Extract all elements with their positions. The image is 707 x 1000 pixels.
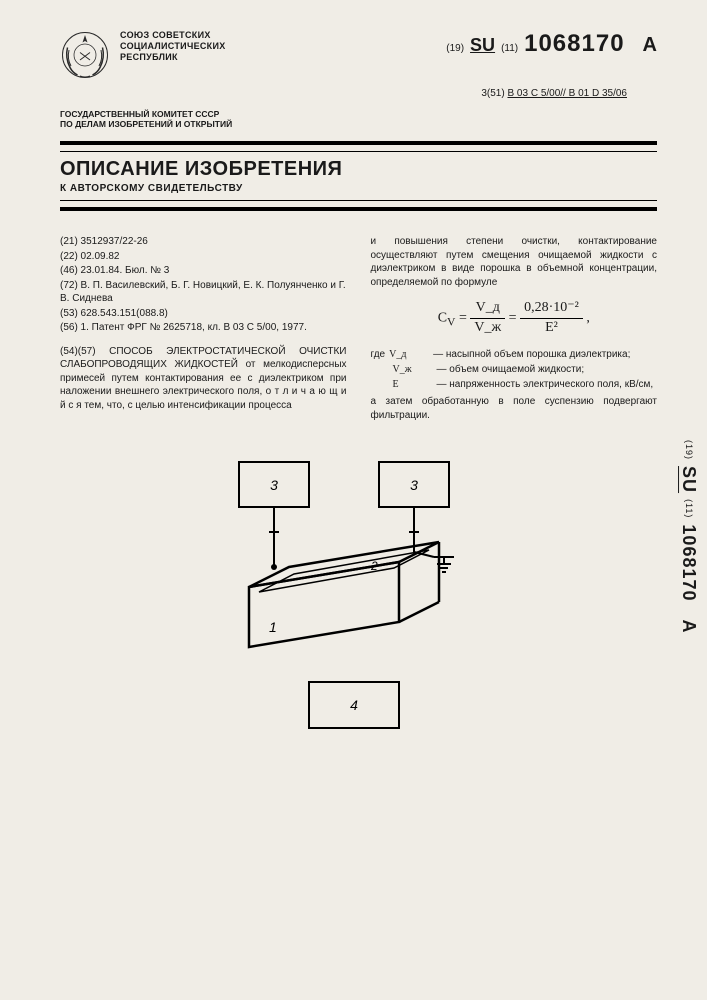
right-column: и повышения степени очистки, контактиров…: [371, 235, 658, 422]
fig-label-1: 1: [269, 619, 277, 635]
fig-label-4: 4: [350, 697, 358, 713]
where-desc-2: — напряженность электрического поля, кВ/…: [437, 378, 654, 391]
where-sym-2: E: [393, 378, 433, 391]
docnum-prefix: (19): [446, 43, 464, 54]
field-72: (72) В. П. Василевский, Б. Г. Новицкий, …: [60, 279, 347, 306]
document-subtitle: К АВТОРСКОМУ СВИДЕТЕЛЬСТВУ: [60, 183, 657, 194]
docnum-suffix: A: [643, 34, 657, 57]
docnum-number: 1068170: [524, 30, 624, 58]
union-label: СОЮЗ СОВЕТСКИХ СОЦИАЛИСТИЧЕСКИХ РЕСПУБЛИ…: [120, 30, 226, 62]
rule: [60, 151, 657, 152]
field-53: (53) 628.543.151(088.8): [60, 307, 347, 321]
formula-num1: V_д: [470, 299, 505, 319]
fig-label-2: 2: [370, 559, 378, 573]
formula: CV = V_д V_ж = 0,28·10⁻² E² ,: [371, 299, 658, 338]
side-prefix: (19): [684, 440, 694, 460]
committee-label: ГОСУДАРСТВЕННЫЙ КОМИТЕТ СССР ПО ДЕЛАМ ИЗ…: [60, 109, 657, 129]
figure: 3 3: [60, 452, 657, 752]
side-sub: (11): [684, 499, 694, 518]
where-block: где V_д — насыпной объем порошка диэлект…: [371, 348, 658, 391]
abstract-body-right: и повышения степени очистки, контактиров…: [371, 235, 658, 289]
formula-num2: 0,28·10⁻²: [520, 299, 583, 319]
where-desc-1: — объем очищаемой жидкости;: [437, 363, 585, 376]
field-21: (21) 3512937/22-26: [60, 235, 347, 249]
rule: [60, 200, 657, 201]
formula-den1: V_ж: [470, 319, 505, 338]
abstract: (54)(57) СПОСОБ ЭЛЕКТРОСТАТИЧЕСКОЙ ОЧИСТ…: [60, 345, 347, 413]
document-number: (19) SU (11) 1068170 A: [446, 30, 657, 58]
where-desc-0: — насыпной объем порошка диэлектрика;: [433, 348, 630, 361]
where-sym-1: V_ж: [393, 363, 433, 376]
ipc-classification: 3(51) B 03 C 5/00// B 01 D 35/06: [60, 88, 657, 99]
field-22: (22) 02.09.82: [60, 250, 347, 264]
docnum-sub: (11): [501, 43, 518, 54]
field-56: (56) 1. Патент ФРГ № 2625718, кл. B 03 C…: [60, 321, 347, 335]
side-number: 1068170: [679, 524, 699, 601]
ipc-codes: B 03 C 5/00// B 01 D 35/06: [507, 88, 657, 99]
rule: [60, 141, 657, 145]
ipc-label: 3(51): [481, 88, 504, 99]
side-suffix: A: [679, 620, 699, 634]
where-sym-0: V_д: [389, 348, 429, 361]
fig-label-3a: 3: [270, 477, 278, 493]
fig-label-3b: 3: [410, 477, 418, 493]
docnum-country: SU: [470, 35, 495, 56]
where-label: где: [371, 348, 386, 361]
abstract-tail: а затем обработанную в поле суспензию по…: [371, 395, 658, 422]
formula-den2: E²: [520, 319, 583, 338]
document-title: ОПИСАНИЕ ИЗОБРЕТЕНИЯ: [60, 158, 657, 181]
left-column: (21) 3512937/22-26 (22) 02.09.82 (46) 23…: [60, 235, 347, 422]
side-country: SU: [679, 466, 699, 493]
state-emblem: [60, 30, 110, 80]
side-document-number: (19) SU (11) 1068170 A: [678, 440, 699, 634]
field-46: (46) 23.01.84. Бюл. № 3: [60, 264, 347, 278]
rule: [60, 207, 657, 211]
